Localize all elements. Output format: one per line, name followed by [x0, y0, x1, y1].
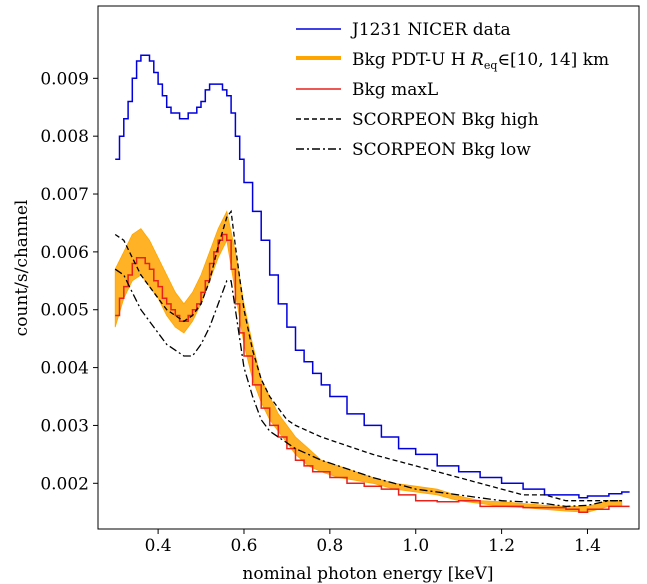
x-axis-ticks: 0.4 0.6 0.8 1.0 1.2 1.4 — [145, 529, 601, 556]
y-tick-label: 0.002 — [40, 474, 89, 494]
y-tick-label: 0.008 — [40, 127, 89, 147]
x-tick-label: 0.4 — [145, 536, 172, 556]
y-tick-label: 0.005 — [40, 301, 89, 321]
legend-label-maxl: Bkg maxL — [352, 80, 438, 100]
x-tick-label: 1.4 — [574, 536, 601, 556]
series-line-scorpeon-high — [114, 209, 622, 502]
y-axis-label: count/s/channel — [12, 200, 32, 337]
legend-label-pdtu: Bkg PDT-U H Req∈[10, 14] km — [352, 50, 609, 72]
series-line-maxl — [115, 233, 630, 513]
series-line-nicer — [115, 54, 630, 499]
y-tick-label: 0.007 — [40, 185, 89, 205]
legend: J1231 NICER data Bkg PDT-U H Req∈[10, 14… — [296, 20, 609, 160]
x-axis-label: nominal photon energy [keV] — [242, 564, 493, 584]
y-tick-label: 0.004 — [40, 359, 89, 379]
legend-label-nicer: J1231 NICER data — [350, 20, 511, 40]
plot-background — [98, 6, 639, 529]
x-tick-label: 0.6 — [230, 536, 257, 556]
y-axis-ticks: 0.002 0.003 0.004 0.005 0.006 0.007 0.008 0.009 — [40, 69, 98, 494]
series-layer — [114, 54, 630, 513]
x-tick-label: 1.2 — [488, 536, 515, 556]
series-line-scorpeon-low — [114, 268, 622, 508]
x-tick-label: 0.8 — [316, 536, 343, 556]
legend-label-scorpeon-low: SCORPEON Bkg low — [352, 140, 531, 160]
y-tick-label: 0.006 — [40, 243, 89, 263]
legend-label-scorpeon-high: SCORPEON Bkg high — [352, 110, 539, 130]
x-tick-label: 1.0 — [402, 536, 429, 556]
legend-swatch-pdtu — [296, 56, 341, 60]
y-tick-label: 0.003 — [40, 416, 89, 436]
plot-frame — [97, 5, 640, 530]
y-tick-label: 0.009 — [40, 69, 89, 89]
